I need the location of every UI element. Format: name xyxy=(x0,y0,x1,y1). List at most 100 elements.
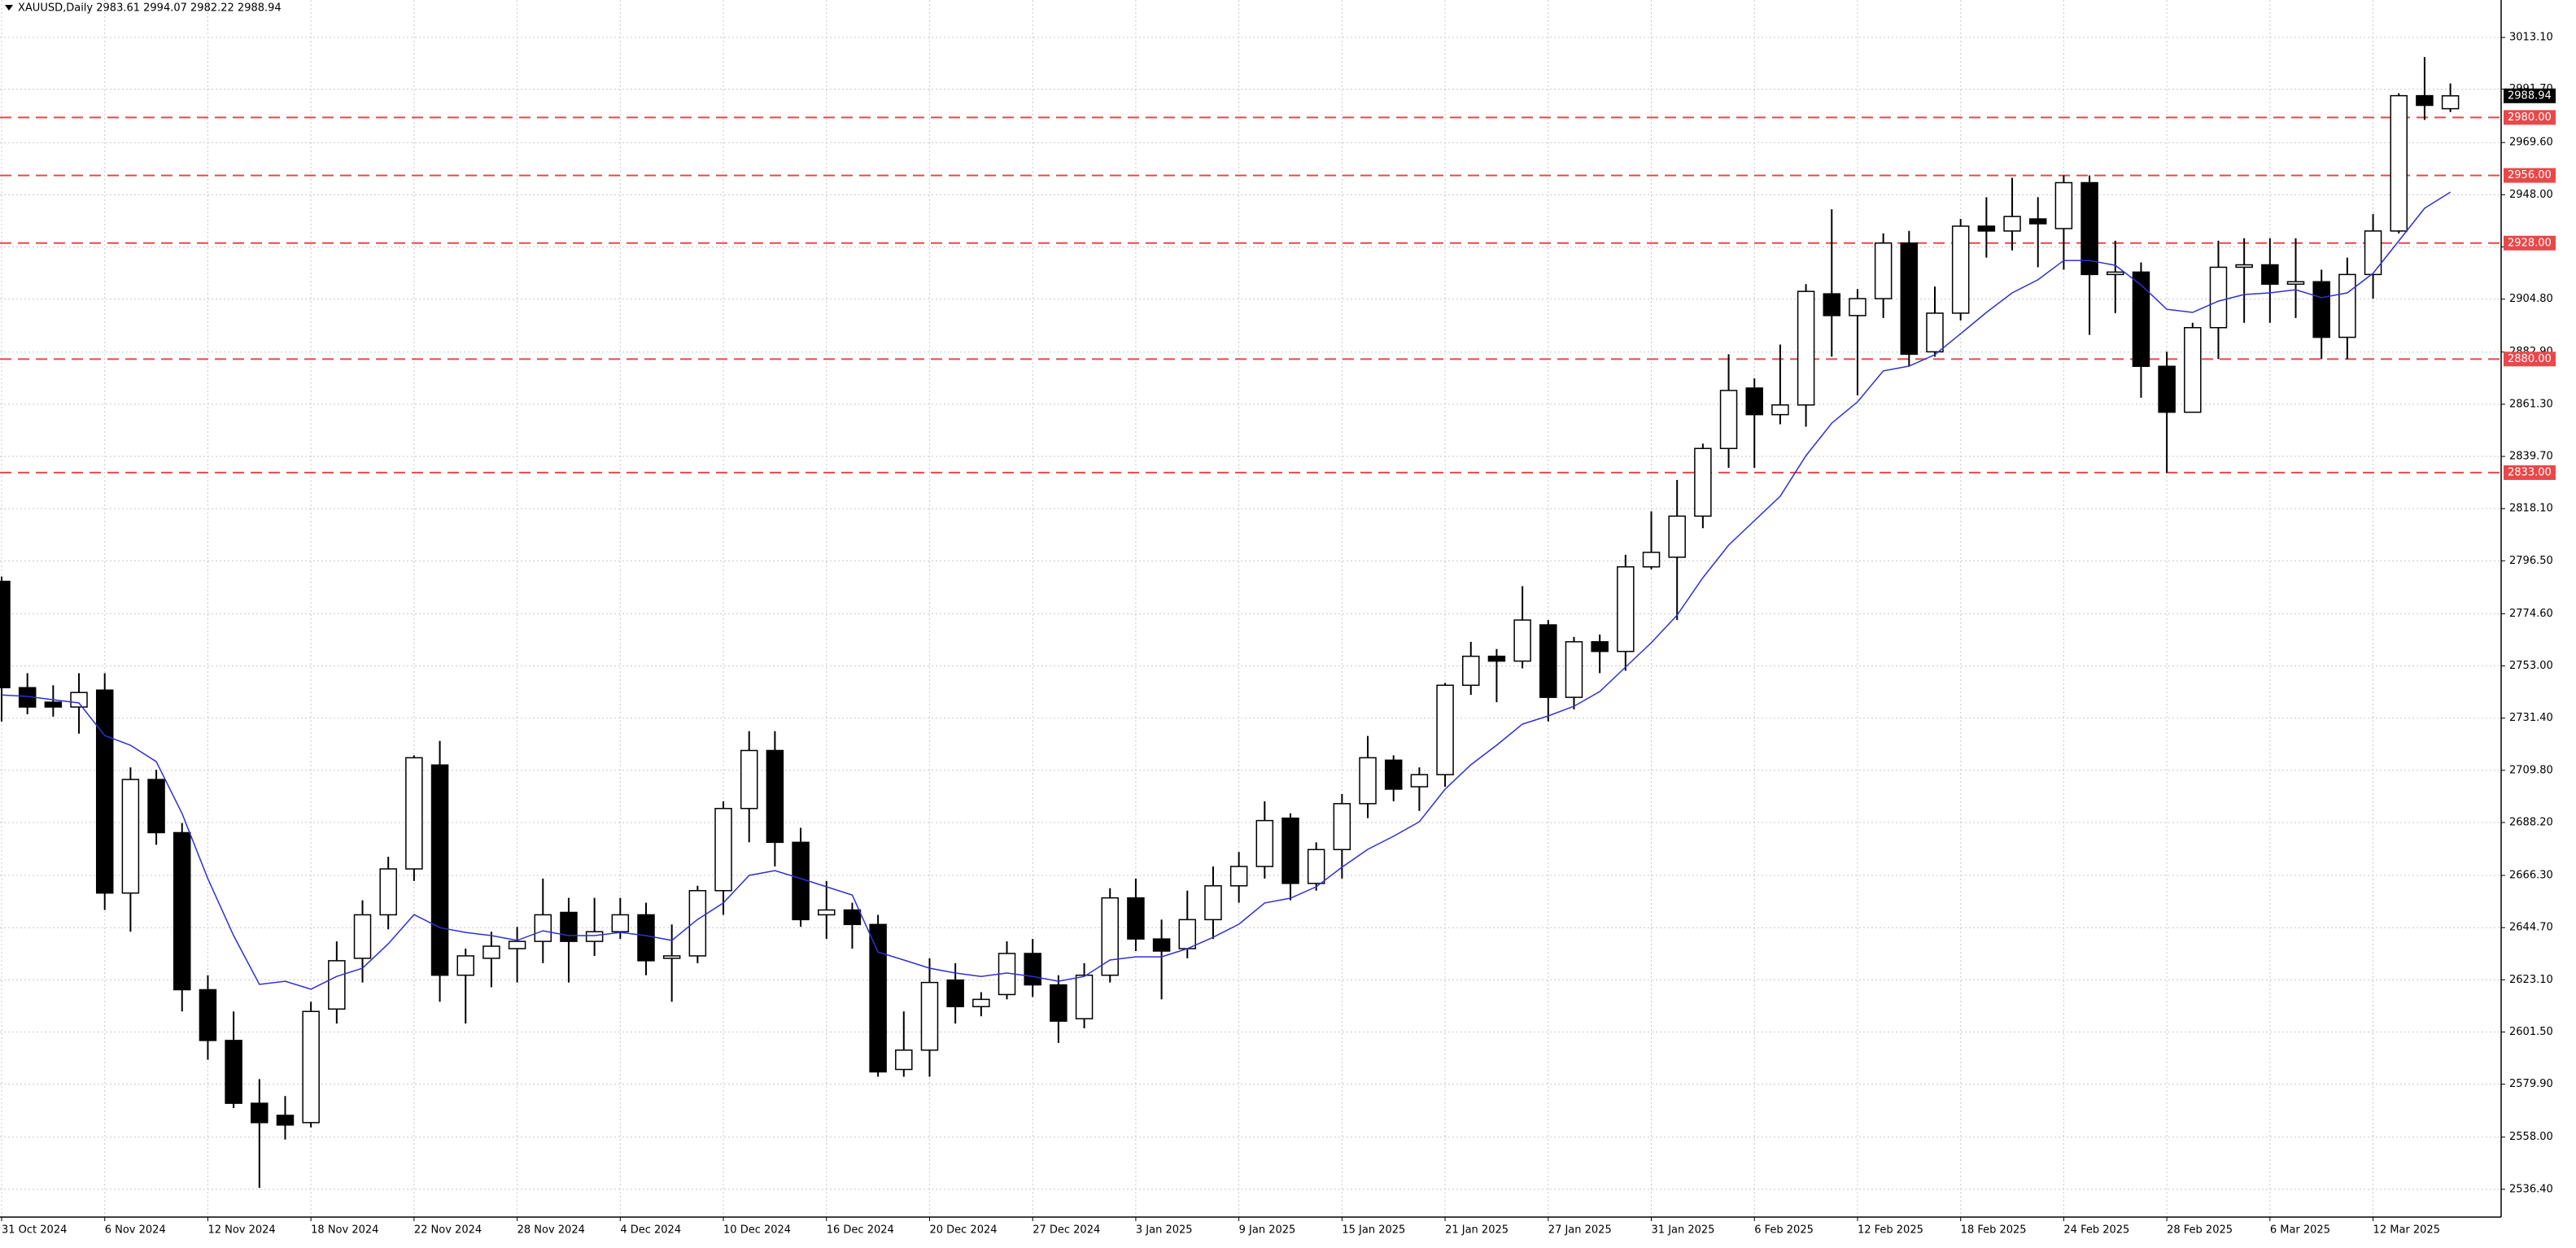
candle-body xyxy=(843,909,862,926)
candle-body xyxy=(2312,281,2330,338)
candle-body xyxy=(688,890,707,957)
candle-body xyxy=(714,808,732,892)
x-tick-label: 15 Jan 2025 xyxy=(1342,1224,1405,1237)
candle-body xyxy=(353,914,372,959)
price-level-tag xyxy=(2504,110,2556,125)
price-level-label: 2928.00 xyxy=(2508,237,2552,249)
candle-body xyxy=(430,764,449,976)
x-tick-label: 10 Dec 2024 xyxy=(723,1224,791,1237)
candle-body xyxy=(121,779,140,894)
x-tick-label: 12 Nov 2024 xyxy=(207,1224,275,1237)
y-tick-label: 2904.80 xyxy=(2509,293,2553,305)
x-tick-label: 4 Dec 2024 xyxy=(620,1224,681,1237)
candle-body xyxy=(1487,655,1506,662)
candle-body xyxy=(1900,242,1919,356)
y-tick-label: 2861.30 xyxy=(2509,398,2553,410)
candle-body xyxy=(2107,271,2124,276)
x-tick-label: 18 Nov 2024 xyxy=(311,1224,378,1237)
candle-body xyxy=(2028,218,2047,225)
chart-title: XAUUSD,Daily 2983.61 2994.07 2982.22 298… xyxy=(18,2,282,15)
candle-body xyxy=(199,988,217,1041)
last-price-label: 2988.94 xyxy=(2508,89,2552,102)
candle-body xyxy=(1359,757,1377,805)
y-tick-label: 2709.80 xyxy=(2509,764,2553,776)
candle-body xyxy=(405,757,423,870)
symbol-menu-arrow xyxy=(5,5,13,11)
y-tick-label: 2601.50 xyxy=(2509,1026,2553,1038)
candle-body xyxy=(560,911,578,942)
x-tick-label: 28 Nov 2024 xyxy=(517,1224,585,1237)
x-tick-label: 6 Mar 2025 xyxy=(2270,1224,2330,1237)
candle-body xyxy=(1204,885,1222,921)
candle-body xyxy=(1668,515,1686,558)
price-level-label: 2880.00 xyxy=(2508,353,2552,365)
candle-body xyxy=(2158,365,2176,413)
candle-body xyxy=(1513,619,1531,662)
price-level-tag xyxy=(2504,235,2556,251)
candle-body xyxy=(1694,447,1712,517)
x-tick-label: 3 Jan 2025 xyxy=(1136,1224,1193,1237)
y-tick-label: 2558.00 xyxy=(2509,1131,2553,1143)
y-tick-label: 2774.60 xyxy=(2509,608,2553,620)
candle-body xyxy=(1229,866,1248,887)
price-level-label: 2980.00 xyxy=(2508,111,2552,124)
candle-body xyxy=(1771,404,1789,416)
x-tick-label: 9 Jan 2025 xyxy=(1239,1224,1296,1237)
candle-body xyxy=(2390,94,2408,232)
candle-body xyxy=(1977,225,1996,232)
candle-body xyxy=(482,945,500,959)
candle-body xyxy=(534,914,552,942)
y-tick-label: 2839.70 xyxy=(2509,451,2553,463)
moving-average xyxy=(1,191,2451,990)
candle-body xyxy=(44,701,63,708)
candle-body xyxy=(1101,897,1119,976)
candle-body xyxy=(1591,641,1609,652)
y-tick-label: 2818.10 xyxy=(2509,503,2553,515)
candle-body xyxy=(662,955,681,959)
candle-body xyxy=(1874,242,1893,299)
candle-body xyxy=(456,955,474,976)
x-tick-label: 27 Dec 2024 xyxy=(1033,1224,1100,1237)
candle-body xyxy=(1719,390,1738,449)
x-tick-label: 31 Oct 2024 xyxy=(2,1224,67,1237)
candle-body xyxy=(1307,849,1325,884)
candle-body xyxy=(2364,230,2382,276)
candle-body xyxy=(766,749,784,844)
x-tick-label: 21 Jan 2025 xyxy=(1445,1224,1508,1237)
candle-body xyxy=(1926,312,1944,353)
y-tick-label: 2796.50 xyxy=(2509,555,2553,567)
price-level-tag xyxy=(2504,351,2556,367)
candle-body xyxy=(1152,938,1171,952)
price-level-label: 2833.00 xyxy=(2508,466,2552,478)
candle-body xyxy=(972,998,990,1008)
candle-body xyxy=(1333,803,1351,851)
candle-body xyxy=(379,868,397,916)
x-tick-label: 28 Feb 2025 xyxy=(2167,1224,2233,1237)
candle-body xyxy=(2286,281,2305,286)
candle-body xyxy=(2416,94,2434,107)
candle-body xyxy=(1849,298,1867,316)
x-tick-label: 20 Dec 2024 xyxy=(929,1224,997,1237)
x-tick-label: 22 Nov 2024 xyxy=(414,1224,482,1237)
candle-body xyxy=(276,1115,295,1126)
candle-body xyxy=(2235,264,2253,268)
y-tick-label: 2753.00 xyxy=(2509,660,2553,672)
candle-body xyxy=(328,960,346,1010)
x-tick-label: 18 Feb 2025 xyxy=(1961,1224,2027,1237)
y-tick-label: 2688.20 xyxy=(2509,816,2553,828)
candle-body xyxy=(1436,684,1454,775)
candle-body xyxy=(2261,264,2279,286)
x-tick-label: 31 Jan 2025 xyxy=(1652,1224,1715,1237)
x-tick-label: 24 Feb 2025 xyxy=(2063,1224,2129,1237)
candle-body xyxy=(1410,774,1429,788)
x-tick-label: 27 Jan 2025 xyxy=(1548,1224,1612,1237)
candle-body xyxy=(869,923,887,1073)
candle-body xyxy=(1127,897,1145,940)
candle-body xyxy=(302,1010,320,1124)
price-level-label: 2956.00 xyxy=(2508,169,2552,181)
candle-body xyxy=(225,1040,242,1104)
candle-body xyxy=(1024,953,1041,986)
candle-body xyxy=(1797,290,1815,406)
